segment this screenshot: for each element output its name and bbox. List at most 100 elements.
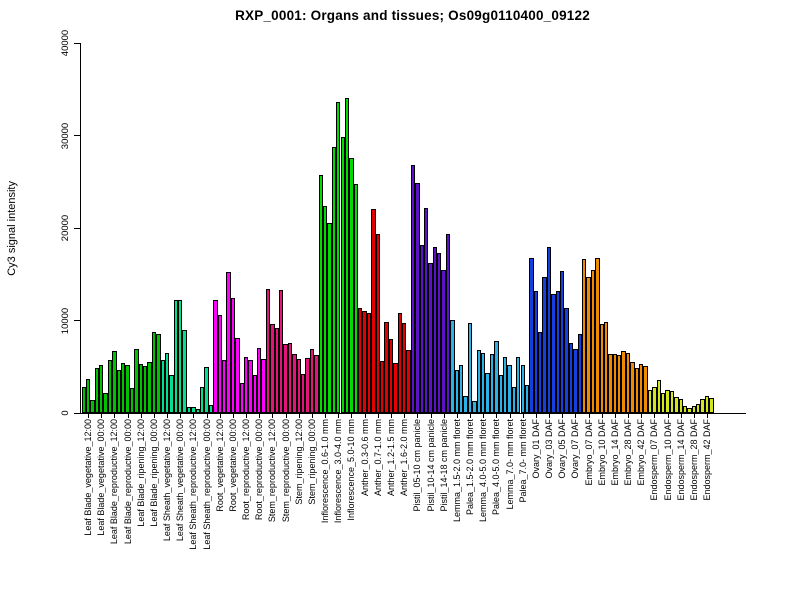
bar-ovary (546, 247, 552, 413)
bar-lemma_palea (459, 365, 464, 413)
x-tick-label: Stem_ripening_00:00 (306, 419, 317, 505)
x-tick-mark (246, 414, 248, 418)
bar-ovary (551, 294, 556, 413)
bar-stem (279, 290, 284, 413)
bar-root (230, 298, 236, 413)
bar-leaf_blade (107, 360, 113, 413)
x-tick-mark (680, 414, 682, 418)
bar-lemma_palea (494, 341, 499, 413)
bar-leaf_sheath (191, 407, 196, 413)
bar-root (213, 300, 218, 413)
bar-root (257, 348, 262, 413)
bar-leaf_blade (142, 366, 148, 413)
x-tick-mark (219, 414, 221, 418)
bar-embryo (612, 354, 618, 413)
x-tick-label: Ovary_05 DAF (557, 419, 568, 479)
x-tick-mark (456, 414, 458, 418)
bar-anther (380, 361, 385, 413)
bar-leaf_blade (129, 388, 135, 413)
bar-leaf_blade (94, 368, 100, 413)
bar-embryo (581, 259, 587, 413)
bar-embryo (590, 270, 596, 413)
x-tick-label: Anther_0.3-0.6 mm (359, 419, 370, 497)
bar-endosperm (669, 391, 675, 413)
bar-stem (309, 349, 315, 413)
bar-stem (314, 355, 319, 413)
x-tick-mark (88, 414, 90, 418)
x-tick-mark (127, 414, 129, 418)
bar-lemma_palea (507, 365, 512, 413)
bar-stem (301, 374, 306, 413)
bar-embryo (630, 362, 635, 413)
bar-lemma_palea (516, 357, 521, 413)
bar-pistil (410, 165, 416, 413)
x-tick-mark (351, 414, 353, 418)
bar-ovary (560, 271, 565, 413)
x-tick-mark (404, 414, 406, 418)
x-tick-label: Anther_1.6-2.0 mm (399, 419, 410, 497)
y-tick-label: 30000 (59, 122, 71, 149)
bar-lemma_palea (520, 365, 525, 413)
x-tick-label: Leaf Sheath_reproductive_12:00 (188, 419, 199, 550)
bar-leaf_sheath (173, 300, 179, 413)
bar-leaf_blade (134, 349, 139, 413)
bar-lemma_palea (450, 320, 455, 413)
bar-lemma_palea (476, 350, 481, 413)
x-tick-label: Stem_reproductive_00:00 (280, 419, 291, 523)
bar-anther (362, 311, 367, 413)
x-tick-label: Pistil_05-10 cm panicle (412, 419, 423, 512)
x-tick-mark (417, 414, 419, 418)
bar-embryo (639, 364, 644, 413)
bar-inflorescence (344, 98, 350, 413)
bar-pistil (445, 234, 451, 413)
x-tick-mark (443, 414, 445, 418)
bar-leaf_sheath (164, 353, 170, 413)
bar-stem (292, 354, 297, 413)
bar-leaf_blade (151, 332, 157, 413)
bar-inflorescence (331, 147, 337, 413)
bar-endosperm (665, 390, 670, 413)
bar-endosperm (647, 390, 653, 413)
x-tick-label: Anther_0.7-1.0 mm (372, 419, 383, 497)
bar-pistil (432, 247, 438, 413)
bar-lemma_palea (502, 357, 508, 413)
bar-pistil (428, 263, 433, 413)
bar-embryo (634, 368, 639, 413)
bar-endosperm (691, 406, 697, 413)
bar-lemma_palea (485, 373, 490, 413)
x-tick-mark (285, 414, 287, 418)
bar-leaf_blade (103, 393, 108, 413)
bar-leaf_sheath (178, 300, 183, 413)
x-tick-label: Endosperm_14 DAF (675, 419, 686, 501)
bar-embryo (586, 277, 591, 413)
x-tick-mark (522, 414, 524, 418)
bar-anther (358, 308, 363, 413)
bar-pistil (419, 245, 424, 413)
bar-root (239, 383, 244, 413)
x-tick-mark (667, 414, 669, 418)
x-tick-mark (259, 414, 261, 418)
x-tick-mark (140, 414, 142, 418)
bar-root (235, 338, 240, 413)
x-tick-label: Root_vegetative_12:00 (214, 419, 225, 512)
bar-lemma_palea (511, 387, 517, 413)
bar-ovary (529, 258, 534, 413)
x-tick-mark (470, 414, 471, 418)
bar-leaf_blade (147, 362, 152, 413)
bar-leaf_blade (138, 364, 143, 413)
x-tick-mark (535, 414, 537, 418)
x-tick-label: Pistil_14-18 cm panicle (438, 419, 449, 512)
x-tick-label: Embryo_07 DAF (583, 419, 594, 486)
bar-root (243, 357, 249, 413)
bar-anther (371, 209, 376, 413)
x-tick-mark (549, 414, 551, 418)
bar-root (261, 359, 266, 413)
x-tick-label: Leaf Blade_vegetative_00:00 (96, 419, 107, 536)
y-tick-mark (74, 135, 80, 136)
bar-endosperm (682, 406, 688, 413)
bar-endosperm (687, 408, 692, 413)
x-tick-mark (232, 414, 234, 418)
x-tick-mark (311, 414, 313, 418)
bar-inflorescence (336, 102, 341, 413)
